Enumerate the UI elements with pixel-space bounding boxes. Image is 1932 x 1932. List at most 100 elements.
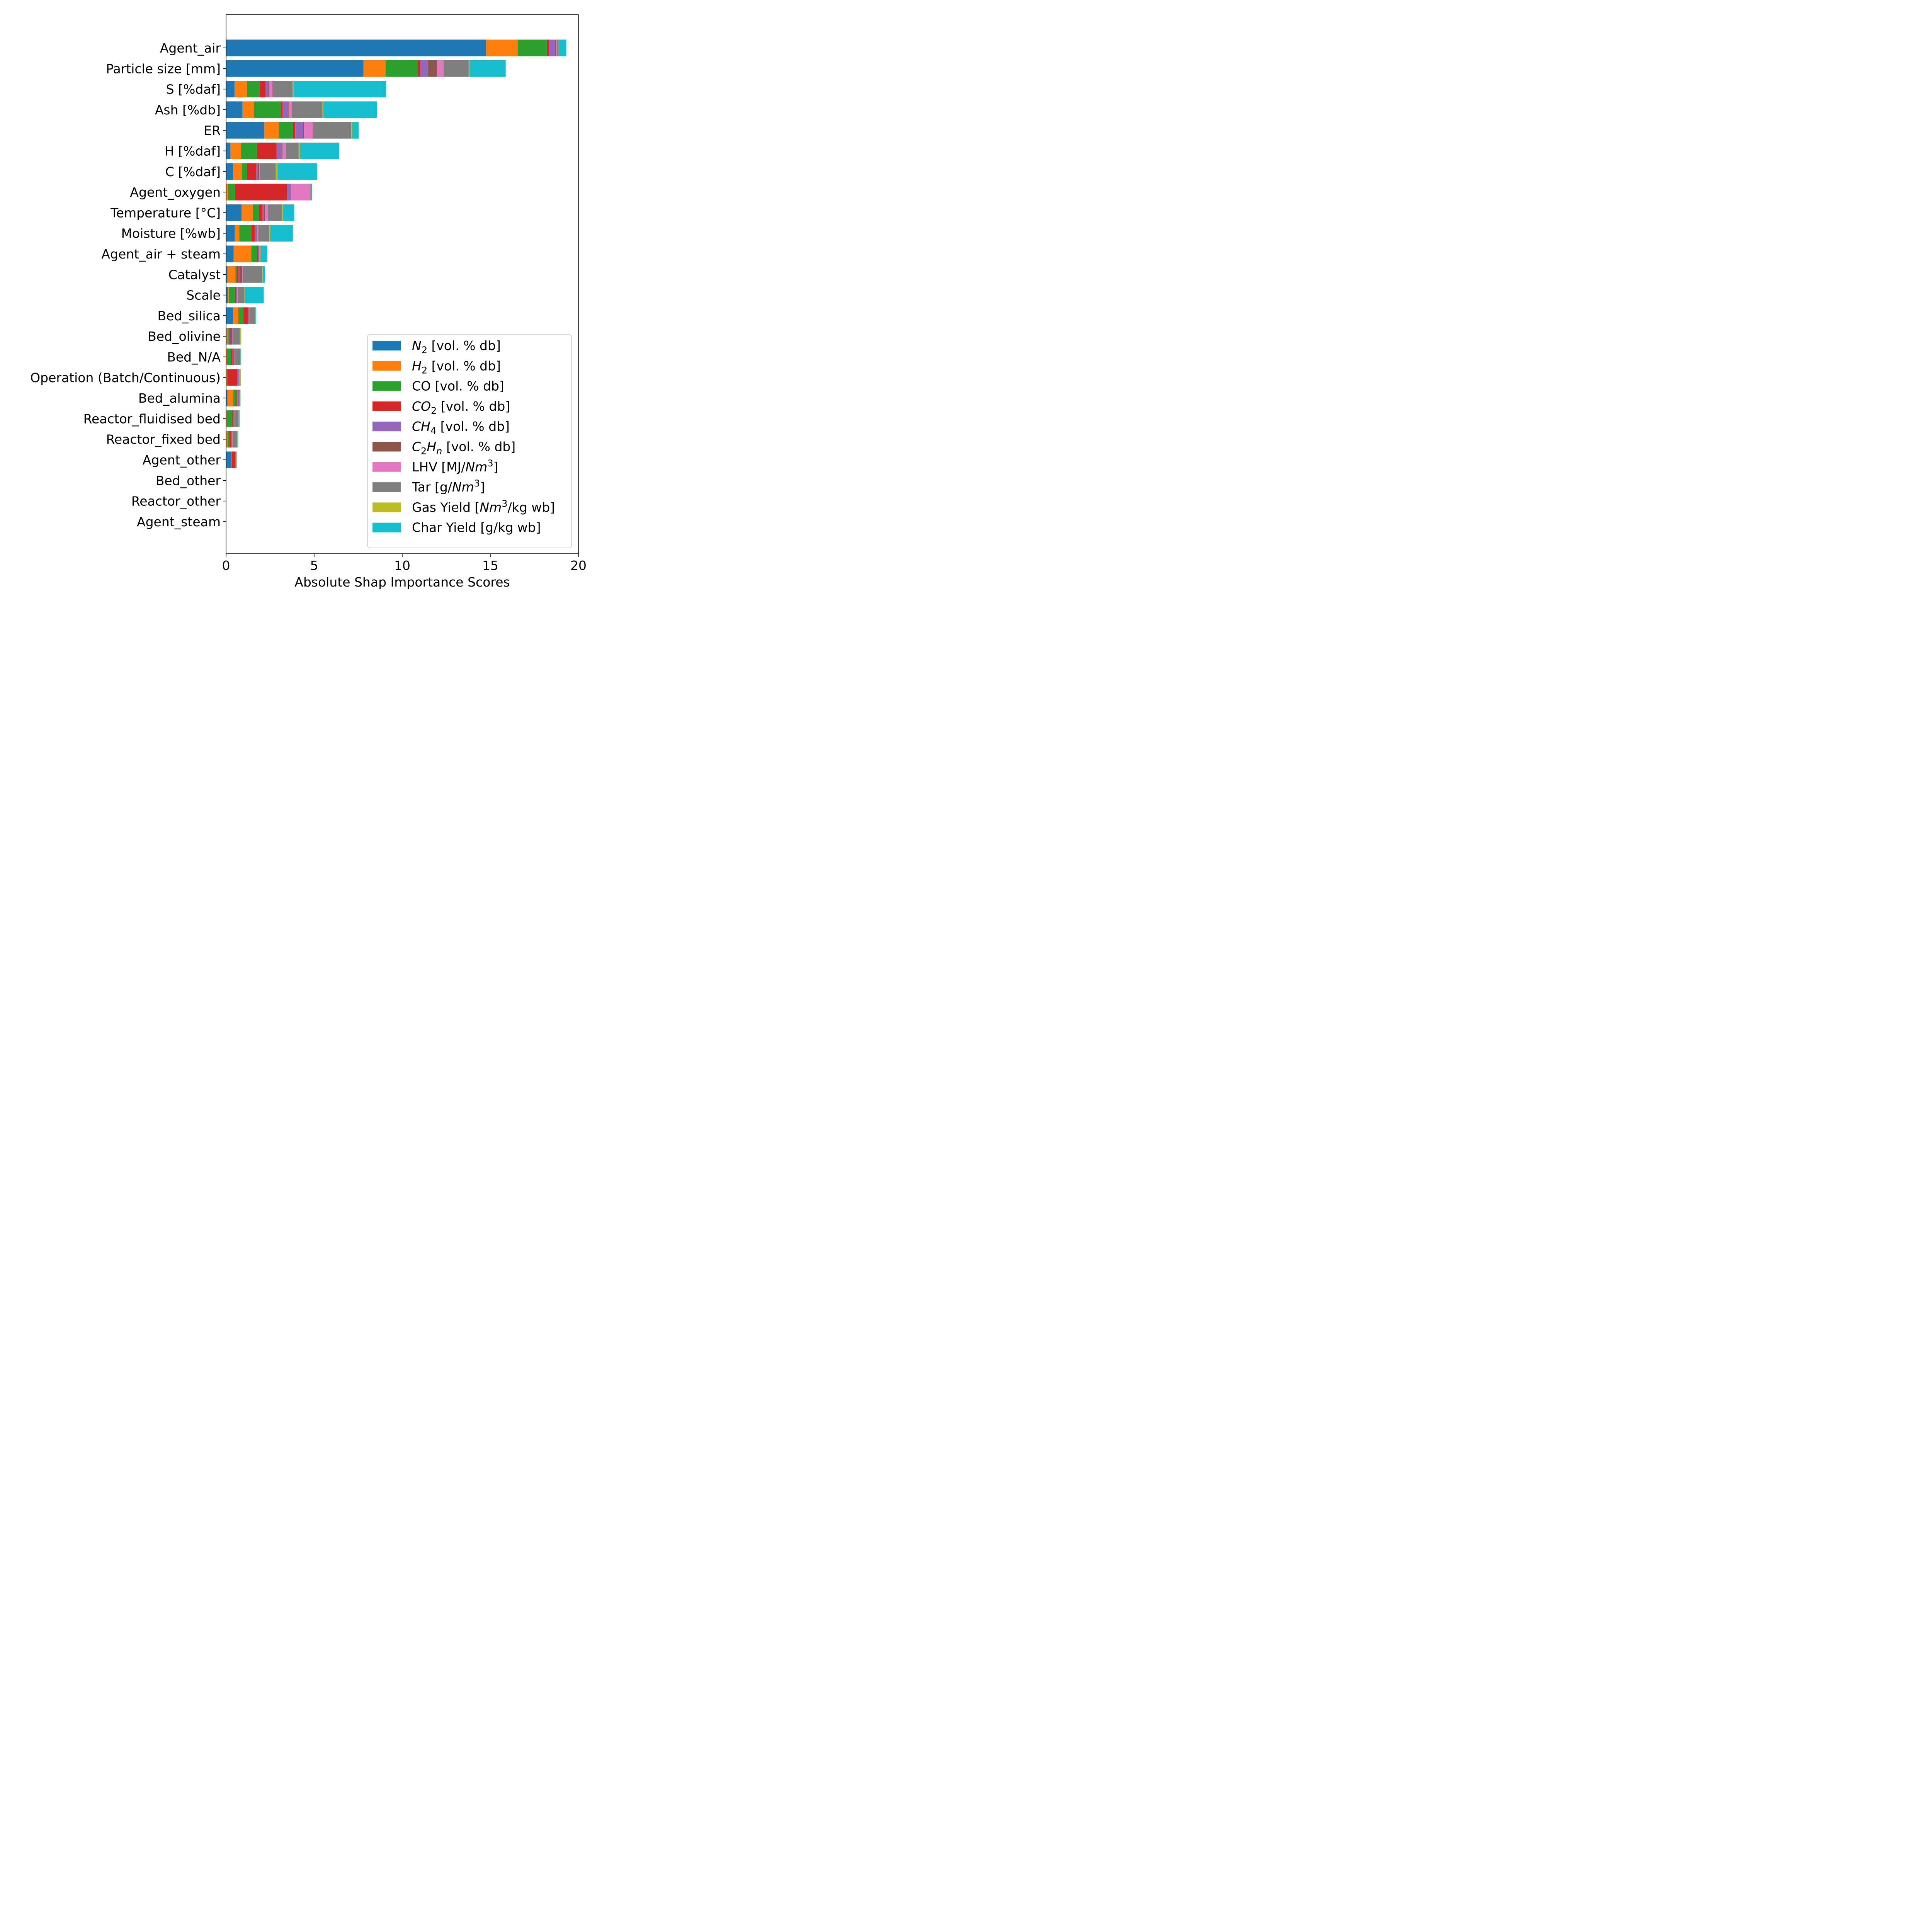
legend-label: H2 [vol. % db] [412, 358, 501, 376]
bar-segment [231, 451, 235, 468]
bar-segment [298, 143, 300, 159]
legend-swatch [372, 381, 401, 391]
bar-segment [242, 101, 254, 118]
bar-segment [229, 431, 231, 448]
x-axis-label: Absolute Shap Importance Scores [294, 575, 510, 590]
legend-label: Tar [g/Nm3] [412, 478, 485, 495]
bar-segment [230, 328, 232, 345]
bar-segment [247, 81, 260, 98]
y-tick-label: Agent_other [143, 452, 221, 468]
legend-label: Char Yield [g/kg wb] [412, 520, 541, 535]
bar-segment [281, 101, 282, 118]
bar-segment [558, 39, 559, 56]
bar-segment [236, 389, 238, 406]
bar-segment [556, 39, 559, 56]
bar-segment [236, 287, 238, 304]
bar-segment [245, 287, 264, 304]
bar-segment [259, 245, 260, 262]
bar-segment [237, 389, 238, 406]
legend-label: N2 [vol. % db] [412, 338, 501, 355]
bar-segment [282, 204, 283, 221]
bar-segment [235, 225, 240, 242]
bar-segment [227, 410, 232, 427]
bar-segment [228, 287, 235, 304]
bar-segment [272, 81, 293, 98]
legend-label: CH4 [vol. % db] [412, 419, 510, 436]
bar-segment [255, 307, 256, 324]
bar-segment [260, 163, 276, 180]
legend-swatch [372, 422, 401, 432]
y-tick-label: S [%daf] [166, 82, 221, 97]
bar-segment [238, 410, 239, 427]
bar-segment [262, 266, 265, 283]
bar-segment [228, 184, 235, 201]
bar-segment [239, 410, 240, 427]
bar-segment [240, 349, 242, 365]
bar-segment [226, 307, 233, 324]
bar-segment [232, 431, 233, 448]
bar-segment [235, 184, 287, 201]
bar-segment [268, 204, 282, 221]
bar-segment [233, 410, 234, 427]
bar-segment [232, 328, 240, 345]
bar-segment [251, 225, 255, 242]
bar-segment [239, 389, 240, 406]
bar-segment [228, 287, 229, 304]
legend-label: Gas Yield [Nm3/kg wb] [412, 498, 555, 515]
bar-segment [261, 245, 267, 262]
bar-segment [304, 122, 313, 139]
bar-segment [292, 101, 323, 118]
bar-segment [259, 163, 260, 180]
y-tick-label: Agent_air [160, 41, 221, 56]
bar-segment [242, 204, 253, 221]
bar-segment [237, 431, 238, 448]
y-tick-label: Agent_oxygen [130, 185, 221, 200]
bar-segment [282, 204, 294, 221]
bar-segment [235, 287, 236, 304]
legend-swatch [372, 522, 401, 532]
bar-segment [255, 225, 257, 242]
chart-container: 0 5 10 15 20 Agent_air Particle size [mm] S [%… [0, 0, 599, 601]
bar-segment [226, 431, 228, 448]
bar-segment [226, 39, 486, 56]
legend-label: C2Hn [vol. % db] [412, 439, 515, 457]
bar-segment [226, 328, 228, 345]
bar-segment [385, 60, 418, 77]
legend-swatch [372, 361, 401, 371]
x-tick-label: 5 [310, 558, 318, 573]
legend-frame [367, 334, 572, 548]
bar-segment [286, 143, 299, 159]
x-tick-label: 10 [394, 558, 410, 573]
bar-segment [226, 410, 227, 427]
bar-segment [226, 122, 264, 139]
bar-segment [486, 39, 518, 56]
y-tick-label: Scale [186, 288, 221, 303]
bar-segment [418, 60, 420, 77]
y-tick-label: Reactor_fixed bed [106, 432, 221, 447]
bar-segment [291, 184, 310, 201]
legend-swatch [372, 502, 401, 512]
x-tick-label: 0 [222, 558, 230, 573]
bar-segment [228, 328, 230, 345]
legend-label: CO [vol. % db] [412, 379, 504, 394]
x-tick-label: 15 [482, 558, 498, 573]
legend-swatch [372, 482, 401, 492]
legend: N2 [vol. % db] H2 [vol. % db] CO [vol. % d… [367, 334, 572, 548]
bar-segment [233, 389, 236, 406]
bar-segment [549, 39, 555, 56]
bar-segment [253, 204, 259, 221]
bar-segment [236, 451, 237, 468]
bar-segment [238, 287, 245, 304]
bar-segment [278, 122, 293, 139]
bar-segment [226, 101, 243, 118]
y-tick-label: Catalyst [168, 267, 221, 282]
legend-swatch [372, 442, 401, 452]
bar-segment [265, 204, 268, 221]
y-tick-label: Bed_olivine [148, 329, 221, 344]
bar-segment [243, 266, 262, 283]
y-tick-label: Agent_steam [137, 514, 221, 529]
bar-segment [226, 204, 242, 221]
bar-segment [258, 245, 259, 262]
bar-segment [363, 60, 386, 77]
bar-segment [233, 431, 238, 448]
